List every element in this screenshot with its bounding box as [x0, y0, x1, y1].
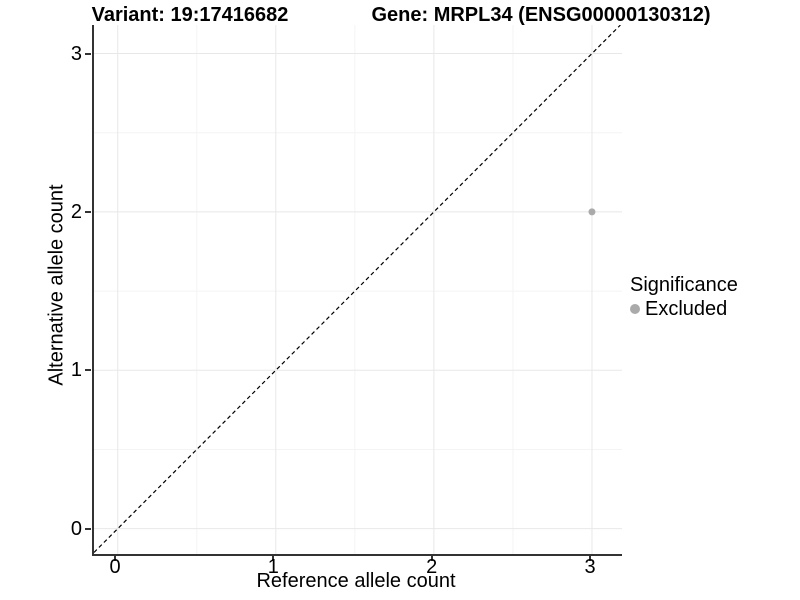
y-tick-mark	[85, 369, 91, 372]
x-tick-mark	[272, 556, 274, 561]
y-tick-label: 0	[70, 517, 82, 540]
y-tick-mark	[85, 52, 91, 55]
legend-item-excluded: Excluded	[630, 298, 738, 320]
variant-title: Variant: 19:17416682	[91, 4, 289, 26]
x-tick-label: 2	[426, 556, 438, 578]
data-point	[588, 208, 596, 216]
x-tick-label: 1	[267, 556, 279, 578]
legend-title: Significance	[630, 274, 738, 296]
excluded-point-icon	[630, 304, 640, 314]
gene-title: Gene: MRPL34 (ENSG00000130312)	[371, 4, 711, 26]
x-tick-label: 3	[584, 556, 596, 578]
y-tick-mark	[85, 527, 91, 530]
plot-panel	[92, 25, 622, 556]
y-tick-label: 1	[70, 359, 82, 382]
y-tick-label: 3	[70, 42, 82, 65]
y-tick-mark	[85, 210, 91, 213]
x-tick-mark	[431, 556, 433, 561]
legend: Significance Excluded	[630, 274, 738, 320]
y-tick-label: 2	[70, 200, 82, 223]
legend-item-label: Excluded	[645, 298, 728, 320]
x-tick-mark	[114, 556, 116, 561]
x-tick-mark	[589, 556, 591, 561]
plot-area-svg	[94, 25, 622, 554]
x-tick-label: 0	[109, 556, 121, 578]
x-axis-title: Reference allele count	[256, 570, 456, 592]
